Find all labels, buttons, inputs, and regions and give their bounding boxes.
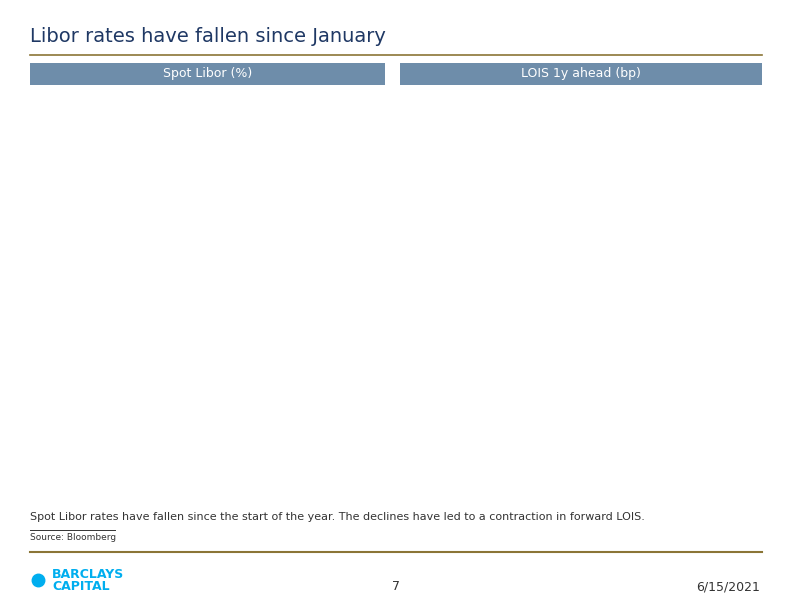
Text: LOIS 1y ahead (bp): LOIS 1y ahead (bp) — [521, 67, 641, 81]
FancyBboxPatch shape — [30, 63, 385, 85]
Text: CAPITAL: CAPITAL — [52, 580, 109, 592]
Text: Spot Libor rates have fallen since the start of the year. The declines have led : Spot Libor rates have fallen since the s… — [30, 512, 645, 522]
Text: Spot Libor (%): Spot Libor (%) — [163, 67, 252, 81]
Text: BARCLAYS: BARCLAYS — [52, 567, 124, 581]
Text: 7: 7 — [392, 581, 400, 594]
Text: Source: Bloomberg: Source: Bloomberg — [30, 534, 116, 542]
Text: 6/15/2021: 6/15/2021 — [696, 581, 760, 594]
FancyBboxPatch shape — [400, 63, 762, 85]
Text: Libor rates have fallen since January: Libor rates have fallen since January — [30, 28, 386, 47]
